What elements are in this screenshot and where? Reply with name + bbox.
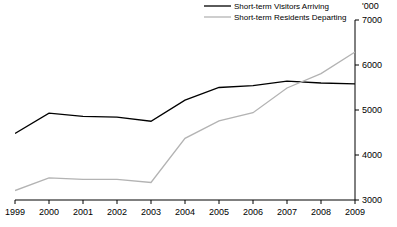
x-tick (355, 200, 356, 204)
plot-area (15, 52, 355, 191)
legend-label: Short-term Residents Departing (234, 13, 347, 22)
y-tick-label: 4000 (362, 150, 382, 160)
x-tick-label: 2007 (277, 207, 297, 217)
x-tick (253, 200, 254, 204)
x-tick-label: 2001 (73, 207, 93, 217)
x-tick (83, 200, 84, 204)
y-tick-label: 7000 (362, 15, 382, 25)
legend-swatch (204, 5, 231, 6)
x-tick-label: 2002 (107, 207, 127, 217)
x-tick-label: 2004 (175, 207, 195, 217)
y-tick-label: 5000 (362, 105, 382, 115)
x-tick (151, 200, 152, 204)
legend-swatch (204, 16, 231, 17)
y-axis-label: '000 (362, 1, 379, 11)
x-tick-label: 1999 (5, 207, 25, 217)
y-tick (355, 155, 359, 156)
x-tick-label: 2005 (209, 207, 229, 217)
y-tick (355, 65, 359, 66)
y-tick (355, 200, 359, 201)
series-line (15, 81, 355, 133)
series-line (15, 52, 355, 191)
x-tick-label: 2006 (243, 207, 263, 217)
x-tick-label: 2009 (345, 207, 365, 217)
x-tick (15, 200, 16, 204)
x-tick (287, 200, 288, 204)
chart: 1999 2000 2001 2002 2003 2004 2005 2006 2007 2008… (0, 0, 397, 227)
x-tick (219, 200, 220, 204)
y-tick-label: 3000 (362, 195, 382, 205)
x-tick-label: 2003 (141, 207, 161, 217)
x-tick (117, 200, 118, 204)
x-tick (49, 200, 50, 204)
legend-label: Short-term Visitors Arriving (234, 2, 329, 11)
x-tick (185, 200, 186, 204)
y-tick (355, 110, 359, 111)
x-tick (321, 200, 322, 204)
x-tick-label: 2000 (39, 207, 59, 217)
x-tick-label: 2008 (311, 207, 331, 217)
y-tick-label: 6000 (362, 60, 382, 70)
y-tick (355, 20, 359, 21)
